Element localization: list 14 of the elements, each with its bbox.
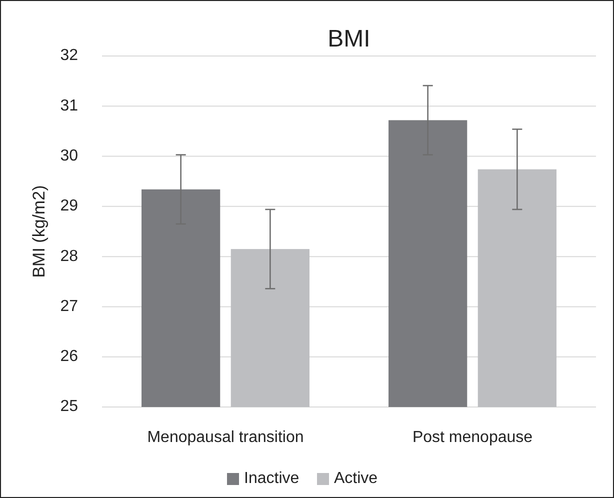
y-tick-label: 29 (60, 198, 78, 215)
y-tick-label: 27 (60, 298, 78, 315)
x-tick-label: Post menopause (412, 429, 533, 446)
y-tick-label: 26 (60, 348, 78, 366)
legend-label: Inactive (244, 470, 300, 488)
y-tick-label: 25 (60, 398, 78, 416)
legend-label: Active (334, 470, 378, 488)
y-tick-label: 31 (60, 97, 78, 114)
y-tick-label: 30 (60, 148, 78, 165)
chart-title: BMI (328, 25, 370, 52)
y-axis-title: BMI (kg/m2) (29, 185, 48, 278)
x-tick-label: Menopausal transition (147, 429, 304, 446)
y-tick-label: 28 (60, 248, 78, 265)
y-tick-label: 32 (60, 47, 78, 64)
